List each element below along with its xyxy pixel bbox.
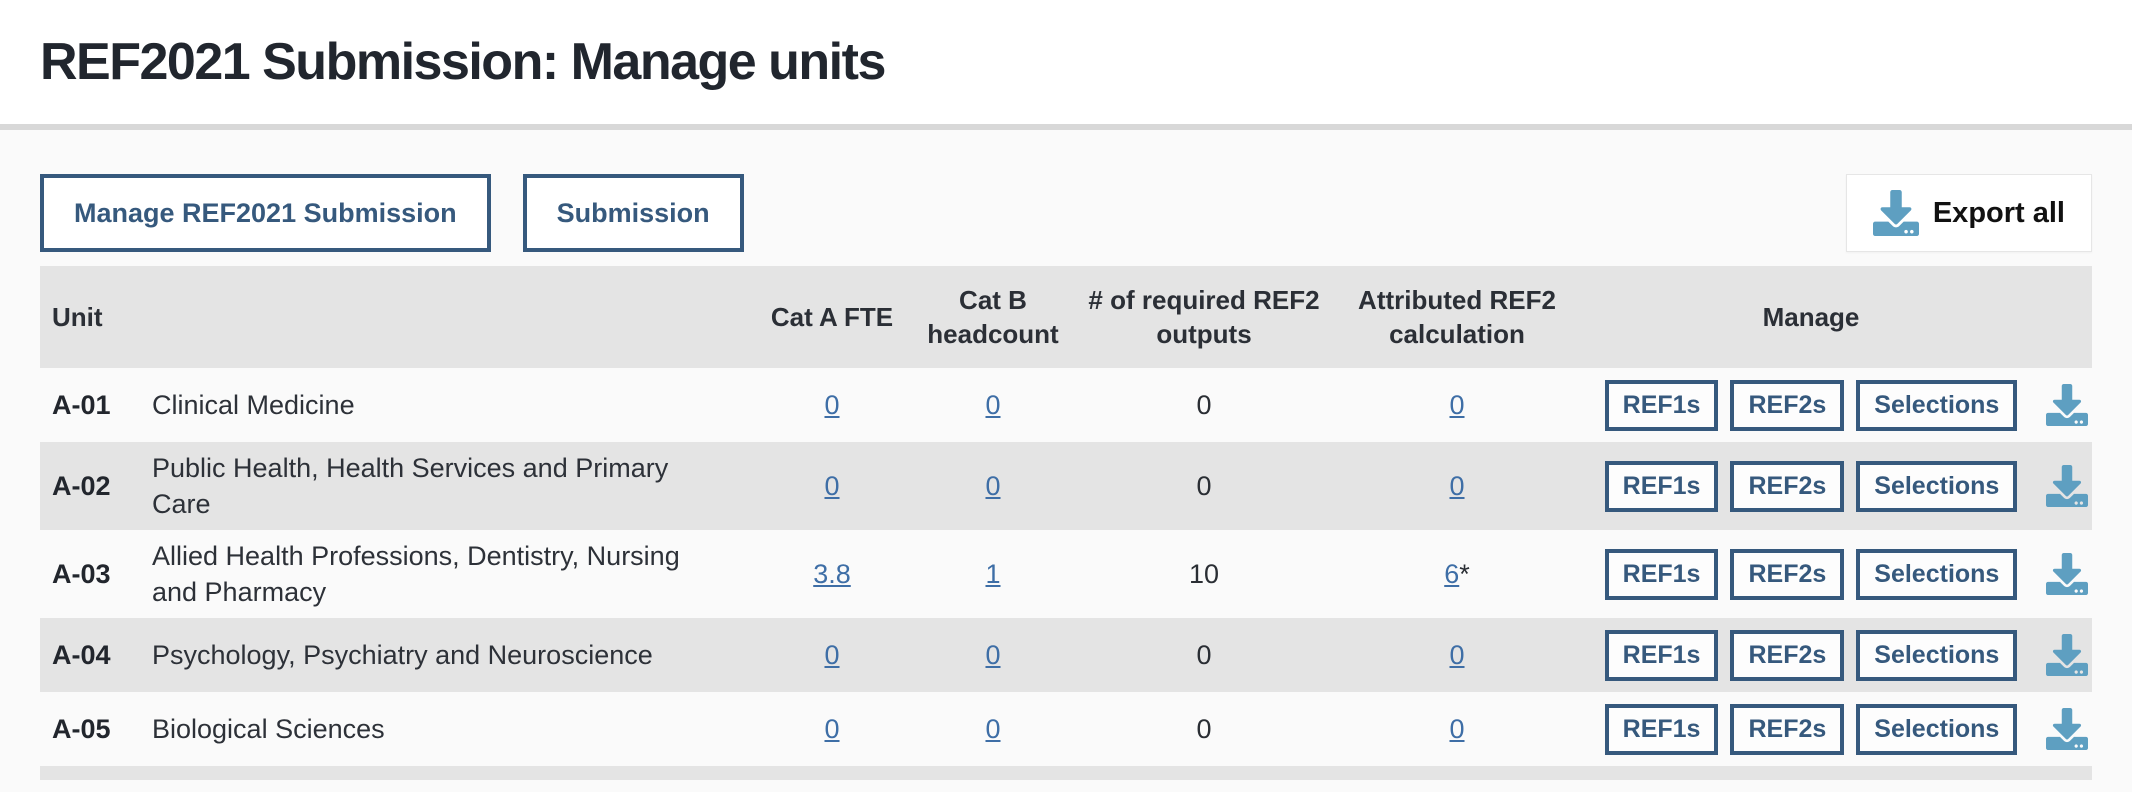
cat-b-headcount-link[interactable]: 0: [985, 471, 1001, 501]
download-row-button[interactable]: [2042, 708, 2092, 750]
table-body: A-01 Clinical Medicine 0 0 0 0 REF1s REF2…: [40, 368, 2092, 766]
manage-selections-button[interactable]: Selections: [1856, 379, 2018, 431]
cat-a-fte-link[interactable]: 0: [824, 640, 840, 670]
cat-a-fte-link[interactable]: 0: [824, 714, 840, 744]
unit-name: Biological Sciences: [152, 714, 385, 744]
unit-code: A-04: [52, 640, 111, 670]
attributed-ref2-link[interactable]: 0: [1449, 714, 1465, 744]
unit-code: A-03: [52, 559, 111, 589]
download-row-button[interactable]: [2042, 553, 2092, 595]
unit-code: A-02: [52, 471, 111, 501]
manage-actions: REF1s REF2s Selections: [1580, 629, 2042, 681]
cat-a-fte-link[interactable]: 0: [824, 471, 840, 501]
manage-actions: REF1s REF2s Selections: [1580, 460, 2042, 512]
column-header-download: [2042, 307, 2092, 327]
toolbar-left: Manage REF2021 Submission Submission: [40, 174, 744, 252]
manage-selections-button[interactable]: Selections: [1856, 548, 2018, 600]
manage-ref1s-button[interactable]: REF1s: [1604, 379, 1719, 431]
export-all-button[interactable]: Export all: [1845, 174, 2092, 252]
manage-ref1s-button[interactable]: REF1s: [1604, 548, 1719, 600]
table-header-row: Unit Cat A FTE Cat B headcount # of requ…: [40, 266, 2092, 368]
manage-selections-button[interactable]: Selections: [1856, 703, 2018, 755]
required-ref2-outputs: 0: [1196, 640, 1212, 670]
attributed-ref2-link[interactable]: 0: [1449, 390, 1465, 420]
download-tray-icon: [2046, 465, 2088, 507]
table-row: A-02 Public Health, Health Services and …: [40, 442, 2092, 530]
attributed-ref2-link[interactable]: 6: [1444, 559, 1460, 589]
table-row: A-04 Psychology, Psychiatry and Neurosci…: [40, 618, 2092, 692]
table-row: A-05 Biological Sciences 0 0 0 0 REF1s RE…: [40, 692, 2092, 766]
toolbar: Manage REF2021 Submission Submission Exp…: [40, 174, 2092, 252]
required-ref2-outputs: 0: [1196, 471, 1212, 501]
column-header-required-ref2-outputs: # of required REF2 outputs: [1088, 285, 1320, 349]
manage-ref1s-button[interactable]: REF1s: [1604, 703, 1719, 755]
export-all-label: Export all: [1932, 196, 2065, 229]
download-tray-icon: [2046, 634, 2088, 676]
manage-ref2s-button[interactable]: REF2s: [1730, 460, 1845, 512]
column-header-cat-a-fte: Cat A FTE: [770, 302, 894, 332]
download-row-button[interactable]: [2042, 465, 2092, 507]
cat-b-headcount-link[interactable]: 1: [985, 559, 1001, 589]
table-row: A-03 Allied Health Professions, Dentistr…: [40, 530, 2092, 618]
manage-ref2s-button[interactable]: REF2s: [1730, 703, 1845, 755]
manage-ref1s-button[interactable]: REF1s: [1604, 629, 1719, 681]
cat-a-fte-link[interactable]: 0: [824, 390, 840, 420]
unit-code: A-05: [52, 714, 111, 744]
manage-ref1s-button[interactable]: REF1s: [1604, 460, 1719, 512]
cat-b-headcount-link[interactable]: 0: [985, 390, 1001, 420]
download-tray-icon: [1872, 190, 1919, 236]
attributed-ref2-suffix: *: [1459, 559, 1470, 589]
cat-b-headcount-link[interactable]: 0: [985, 640, 1001, 670]
manage-ref2s-button[interactable]: REF2s: [1730, 629, 1845, 681]
unit-name: Allied Health Professions, Dentistry, Nu…: [152, 541, 680, 607]
required-ref2-outputs: 0: [1196, 714, 1212, 744]
column-header-cat-b-headcount: Cat B headcount: [927, 285, 1059, 349]
download-row-button[interactable]: [2042, 384, 2092, 426]
page-header: REF2021 Submission: Manage units: [0, 0, 2132, 124]
download-tray-icon: [2046, 708, 2088, 750]
manage-selections-button[interactable]: Selections: [1856, 629, 2018, 681]
cat-b-headcount-link[interactable]: 0: [985, 714, 1001, 744]
header-divider: [0, 124, 2132, 130]
submission-button[interactable]: Submission: [522, 174, 744, 252]
column-header-attributed-ref2: Attributed REF2 calculation: [1358, 285, 1556, 349]
page-title: REF2021 Submission: Manage units: [40, 33, 886, 91]
download-tray-icon: [2046, 384, 2088, 426]
table-row-partial: [40, 766, 2092, 780]
unit-name: Public Health, Health Services and Prima…: [152, 453, 669, 519]
download-tray-icon: [2046, 553, 2088, 595]
unit-name: Psychology, Psychiatry and Neuroscience: [152, 640, 653, 670]
manage-selections-button[interactable]: Selections: [1856, 460, 2018, 512]
manage-actions: REF1s REF2s Selections: [1580, 703, 2042, 755]
unit-code: A-01: [52, 390, 111, 420]
manage-actions: REF1s REF2s Selections: [1580, 548, 2042, 600]
manage-actions: REF1s REF2s Selections: [1580, 379, 2042, 431]
cat-a-fte-link[interactable]: 3.8: [813, 559, 851, 589]
attributed-ref2-link[interactable]: 0: [1449, 471, 1465, 501]
required-ref2-outputs: 0: [1196, 390, 1212, 420]
manage-ref2s-button[interactable]: REF2s: [1730, 548, 1845, 600]
unit-name: Clinical Medicine: [152, 390, 355, 420]
required-ref2-outputs: 10: [1188, 559, 1220, 589]
download-row-button[interactable]: [2042, 634, 2092, 676]
main-content: Manage REF2021 Submission Submission Exp…: [0, 174, 2132, 780]
attributed-ref2-link[interactable]: 0: [1449, 640, 1465, 670]
table-row: A-01 Clinical Medicine 0 0 0 0 REF1s REF2…: [40, 368, 2092, 442]
column-header-manage: Manage: [1762, 302, 1860, 332]
units-table: Unit Cat A FTE Cat B headcount # of requ…: [40, 266, 2092, 780]
manage-ref2s-button[interactable]: REF2s: [1730, 379, 1845, 431]
column-header-unit: Unit: [52, 302, 103, 332]
manage-ref2021-submission-button[interactable]: Manage REF2021 Submission: [40, 174, 491, 252]
